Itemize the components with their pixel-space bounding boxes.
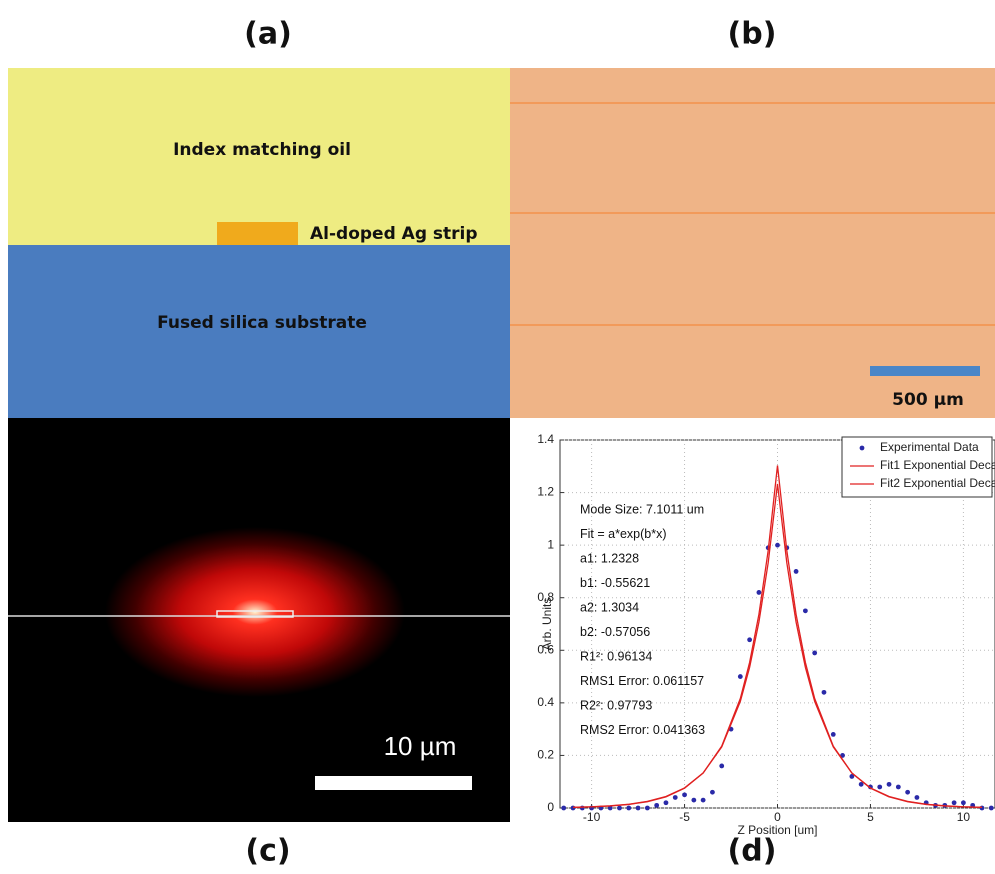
- annotation: a2: 1.3034: [580, 600, 639, 614]
- y-tick-label: 0.6: [537, 642, 554, 656]
- data-point: [793, 569, 799, 574]
- oil-layer: [8, 68, 510, 245]
- annotation: Mode Size: 7.1011 um: [580, 502, 704, 516]
- data-point: [960, 800, 966, 806]
- substrate-layer: [8, 245, 510, 418]
- x-tick-label: 5: [867, 810, 874, 824]
- data-point: [663, 800, 669, 806]
- data-point: [672, 795, 678, 800]
- strip: [217, 222, 298, 245]
- data-point: [635, 805, 641, 811]
- y-tick-label: 0: [547, 800, 554, 814]
- data-point: [691, 797, 697, 803]
- data-point: [905, 789, 911, 795]
- data-point: [561, 805, 567, 811]
- data-point: [644, 805, 650, 811]
- scale-label: 500 µm: [892, 390, 964, 410]
- substrate-label: Fused silica substrate: [157, 313, 367, 333]
- annotation: b1: -0.55621: [580, 576, 650, 590]
- panel-label: (a): [244, 17, 292, 52]
- data-point: [654, 802, 660, 808]
- data-point: [886, 781, 892, 787]
- annotation: Fit = a*exp(b*x): [580, 527, 667, 541]
- data-point: [747, 637, 753, 643]
- y-tick-label: 0.8: [537, 590, 554, 604]
- data-point: [775, 542, 780, 548]
- data-point: [849, 774, 855, 779]
- y-tick-label: 0.2: [537, 748, 554, 762]
- annotation: a1: 1.2328: [580, 551, 639, 565]
- scale-bar: [315, 776, 472, 790]
- scale-label: 10 µm: [384, 731, 457, 761]
- data-point: [988, 805, 994, 811]
- x-tick-label: -5: [679, 810, 690, 824]
- data-point: [719, 763, 725, 769]
- data-point: [579, 805, 585, 811]
- data-point: [812, 650, 818, 656]
- micrograph: [510, 68, 995, 418]
- y-tick-label: 1.2: [537, 485, 554, 499]
- data-point: [756, 590, 762, 595]
- mode-glow: [105, 527, 405, 697]
- data-point: [617, 805, 622, 811]
- legend-label: Experimental Data: [880, 440, 979, 454]
- y-axis-label: Arb. Units: [540, 598, 554, 651]
- panel-label: (d): [728, 834, 777, 869]
- legend-box: [841, 436, 993, 498]
- data-point: [802, 608, 808, 614]
- data-point: [821, 689, 827, 695]
- data-point: [895, 784, 901, 790]
- data-point: [737, 674, 743, 679]
- data-point: [830, 732, 836, 737]
- data-point: [682, 792, 687, 798]
- strip-label: Al-doped Ag strip: [310, 224, 478, 244]
- data-point: [607, 805, 613, 811]
- y-tick-label: 0.4: [537, 695, 554, 709]
- chart: 0 0.2 0.4 0.6 0.8 1 1.2 1.4 -10 -5 0 5 10 Z Position …: [537, 432, 995, 837]
- fit-line: [572, 465, 983, 808]
- scale-bar: [870, 366, 980, 376]
- annotation: RMS1 Error: 0.061157: [580, 674, 704, 688]
- data-point: [858, 781, 864, 787]
- legend-label: Fit2 Exponential Decay: [880, 476, 995, 490]
- data-point: [914, 795, 920, 800]
- strip-outline: [216, 610, 294, 618]
- annotation: R1²: 0.96134: [580, 649, 652, 663]
- data-point: [700, 797, 706, 803]
- data-point: [626, 805, 632, 811]
- y-tick-label: 1: [547, 537, 554, 551]
- data-point: [951, 800, 957, 806]
- legend-label: Fit1 Exponential Decay: [880, 458, 995, 472]
- oil-label: Index matching oil: [173, 140, 351, 160]
- data-point: [979, 805, 985, 811]
- data-point: [840, 753, 845, 758]
- annotation: b2: -0.57056: [580, 625, 650, 639]
- annotation: R2²: 0.97793: [580, 698, 652, 712]
- annotation: RMS2 Error: 0.041363: [580, 723, 705, 737]
- panel-label: (c): [245, 834, 290, 869]
- x-axis-label: Z Position [um]: [737, 823, 817, 837]
- legend-symbol: [859, 445, 865, 451]
- x-tick-label: -10: [583, 810, 601, 824]
- data-point: [710, 789, 715, 795]
- y-tick-label: 1.4: [537, 432, 554, 446]
- panel-label: (b): [728, 17, 777, 52]
- data-point: [570, 805, 576, 811]
- data-point: [877, 784, 883, 790]
- x-tick-label: 0: [774, 810, 781, 824]
- x-tick-label: 10: [957, 810, 971, 824]
